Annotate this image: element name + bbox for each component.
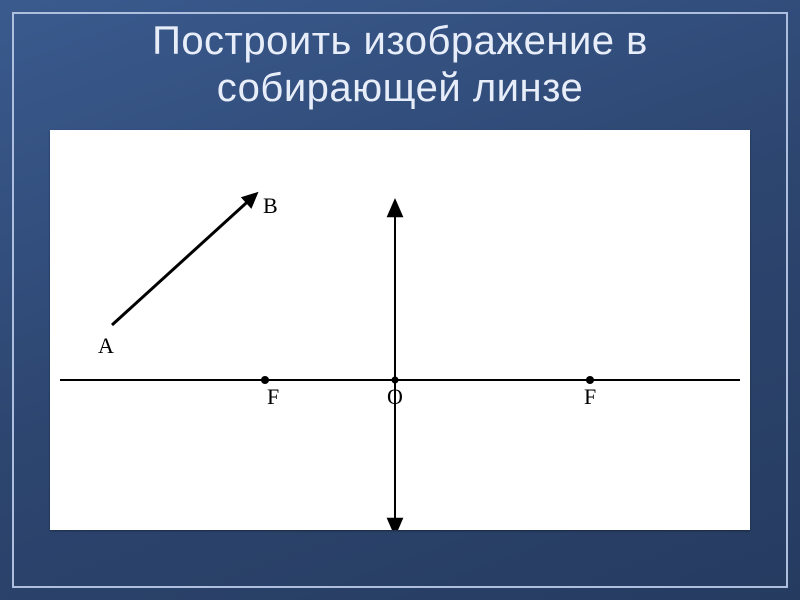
object-line <box>112 195 255 325</box>
focal-dot-left <box>261 376 269 384</box>
focal-label-left: F <box>267 384 279 409</box>
label-a: A <box>98 333 114 358</box>
center-label: O <box>387 384 403 409</box>
slide-title: Построить изображение в собирающей линзе <box>0 18 800 112</box>
center-dot <box>392 377 399 384</box>
lens-symbol <box>387 198 404 530</box>
title-line-2: собирающей линзе <box>217 66 584 110</box>
object-ab: A B <box>98 192 278 358</box>
focal-label-right: F <box>584 384 596 409</box>
label-b: B <box>263 193 278 218</box>
lens-arrow-bottom-icon <box>387 518 404 530</box>
lens-arrow-top-icon <box>387 198 404 217</box>
lens-center: O <box>387 377 403 410</box>
diagram-svg: F F O A B <box>50 130 750 530</box>
optics-diagram: F F O A B <box>50 130 750 530</box>
title-line-1: Построить изображение в <box>152 19 648 63</box>
focal-dot-right <box>586 376 594 384</box>
